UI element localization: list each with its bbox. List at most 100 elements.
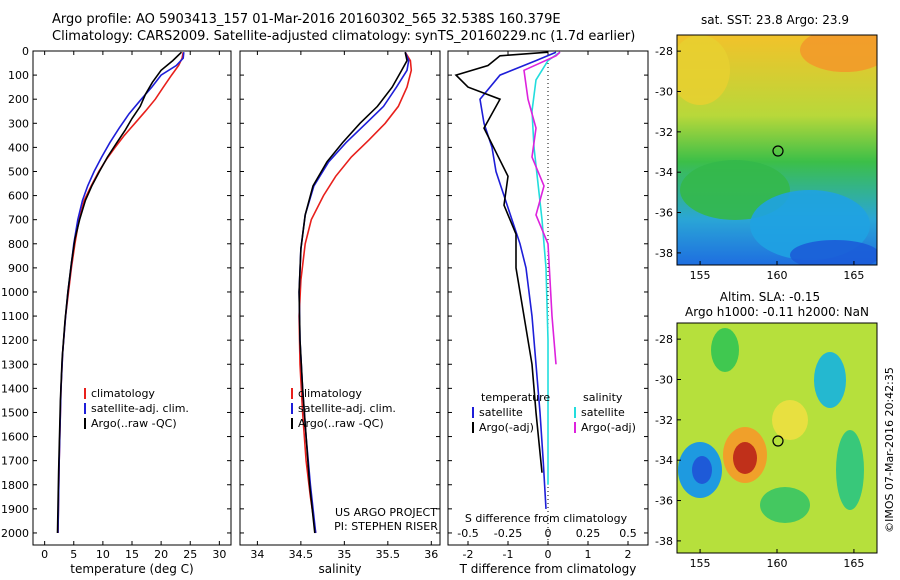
sst-map-axes: 155 160 165 -28 -30 -32 -34 -36 -38 (655, 45, 864, 282)
sst-argo-location-marker (772, 145, 784, 157)
difference-series-satellite (531, 51, 561, 485)
legend-label: Argo(-adj) (479, 421, 534, 434)
sla-map: Altim. SLA: -0.15 Argo h1000: -0.11 h200… (655, 290, 878, 570)
map-lat-label: -32 (655, 126, 673, 139)
salinity-series-climatology (298, 51, 413, 534)
copyright-timestamp: ©IMOS 07-Mar-2016 20:42:35 (883, 367, 896, 533)
y-tick-label: 300 (8, 117, 29, 130)
y-tick-label: 1600 (1, 431, 29, 444)
salinity-series-satellite-adj-clim- (298, 51, 410, 534)
y-tick-label: 1400 (1, 382, 29, 395)
map-lat-label: -28 (655, 45, 673, 58)
map-lat-label: -38 (655, 535, 673, 548)
x-tick-label: 34 (250, 548, 264, 561)
x-tick-label: 20 (154, 548, 168, 561)
y-tick-label: 1500 (1, 406, 29, 419)
salinity-diff-axis-label: S difference from climatology (465, 512, 628, 525)
legend-label: satellite-adj. clim. (298, 402, 396, 415)
x-tick-label: 0 (545, 548, 552, 561)
y-tick-label: 600 (8, 190, 29, 203)
difference-series-satellite (479, 51, 557, 509)
legend-label: satellite (479, 406, 523, 419)
y-tick-label: 0 (22, 45, 29, 58)
difference-series-argo-adj- (523, 51, 561, 365)
y-tick-label: 400 (8, 141, 29, 154)
legend-label: satellite (581, 406, 625, 419)
temperature-series-climatology (57, 52, 184, 534)
temperature-plot-frame (32, 50, 232, 546)
difference-panel: -2 -1 0 1 2T difference from climatology S di… (447, 50, 649, 576)
x-tick-label: 2 (625, 548, 632, 561)
salinity-diff-tick-label: -0.25 (494, 527, 522, 540)
y-tick-label: 500 (8, 165, 29, 178)
x-tick-label: 1 (585, 548, 592, 561)
x-tick-label: 35 (337, 548, 351, 561)
sla-green-south (760, 487, 810, 523)
y-tick-label: 200 (8, 93, 29, 106)
salinity-diff-tick-label: 0.25 (576, 527, 601, 540)
y-tick-label: 1000 (1, 286, 29, 299)
salinity-diff-tick-label: -0.5 (457, 527, 478, 540)
y-tick-label: 1200 (1, 334, 29, 347)
map-lat-label: -30 (655, 85, 673, 98)
temperature-series-satellite-adj-clim- (57, 52, 185, 534)
sst-map: sat. SST: 23.8 Argo: 23.9 155 160 165 -28 -3… (655, 13, 878, 282)
x-tick-label: 30 (212, 548, 226, 561)
sla-map-title-2: Argo h1000: -0.11 h2000: NaN (685, 305, 869, 319)
map-lat-label: -32 (655, 414, 673, 427)
salinity-panel: 34 34.5 35 35.5 36 salinity climatology satelli… (239, 50, 441, 576)
map-lon-label: 165 (843, 269, 864, 282)
sst-warm-patch (800, 35, 877, 72)
map-lon-label: 160 (767, 269, 788, 282)
y-tick-label: 100 (8, 69, 29, 82)
temperature-panel: 0100200300400500600700800900100011001200… (1, 45, 232, 576)
sst-map-title: sat. SST: 23.8 Argo: 23.9 (701, 13, 849, 27)
map-lon-label: 155 (690, 269, 711, 282)
y-tick-label: 1300 (1, 358, 29, 371)
y-tick-label: 800 (8, 238, 29, 251)
y-tick-label: 2000 (1, 527, 29, 540)
sla-green-east (836, 430, 864, 510)
y-tick-label: 1900 (1, 503, 29, 516)
project-annotation: PI: STEPHEN RISER (334, 520, 438, 533)
x-tick-label: -2 (463, 548, 474, 561)
x-tick-label: 0 (41, 548, 48, 561)
map-lat-label: -34 (655, 166, 673, 179)
legend-label: Argo(..raw -QC) (91, 417, 177, 430)
salinity-series-argo-raw-qc- (298, 52, 408, 534)
sla-map-axes: 155 160 165 -28 -30 -32 -34 -36 -38 (655, 333, 864, 570)
legend-label: temperature (481, 391, 550, 404)
legend-label: Argo(..raw -QC) (298, 417, 384, 430)
sla-low-north-east (814, 352, 846, 408)
legend-label: satellite-adj. clim. (91, 402, 189, 415)
salinity-plot-frame (239, 50, 441, 546)
map-lat-label: -34 (655, 454, 673, 467)
x-tick-label: 34.5 (289, 548, 314, 561)
project-annotation: US ARGO PROJECT (335, 506, 437, 519)
x-tick-label: 10 (96, 548, 110, 561)
legend-label: climatology (298, 387, 362, 400)
difference-x-axis-label: T difference from climatology (459, 562, 637, 576)
map-lat-label: -36 (655, 207, 673, 220)
y-tick-label: 1100 (1, 310, 29, 323)
y-tick-label: 1700 (1, 455, 29, 468)
sla-green-north (711, 328, 739, 372)
map-lat-label: -38 (655, 247, 673, 260)
sst-cold-patch (790, 240, 877, 265)
temperature-x-axis-label: temperature (deg C) (70, 562, 193, 576)
difference-series-argo-adj- (454, 51, 549, 473)
salinity-diff-tick-label: 0 (545, 527, 552, 540)
x-tick-label: -1 (503, 548, 514, 561)
salinity-diff-tick-label: 0.5 (619, 527, 637, 540)
map-lat-label: -30 (655, 373, 673, 386)
sla-yellow-patch (772, 400, 808, 440)
y-tick-label: 700 (8, 214, 29, 227)
sla-high-core (733, 442, 757, 474)
x-tick-label: 5 (70, 548, 77, 561)
x-tick-label: 15 (125, 548, 139, 561)
x-tick-label: 25 (183, 548, 197, 561)
map-lon-label: 160 (767, 557, 788, 570)
temperature-series-argo-raw-qc- (56, 51, 183, 534)
header-line-2: Climatology: CARS2009. Satellite-adjuste… (52, 29, 636, 44)
